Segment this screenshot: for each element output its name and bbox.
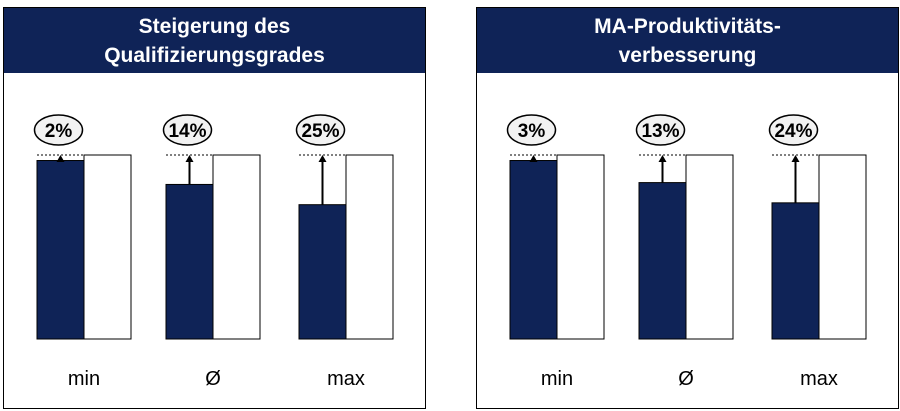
annotation-ellipse [33, 114, 84, 146]
annotation-label: 2% [45, 121, 73, 142]
category-label: max [327, 368, 365, 390]
chart-title-line: Qualifizierungsgrades [104, 43, 325, 67]
increase-arrowhead [318, 155, 327, 162]
bar-value [165, 183, 214, 340]
category-label: Ø [205, 368, 221, 390]
chart-title-line: Steigerung des [138, 14, 291, 38]
annotation-label: 3% [518, 121, 546, 142]
chart-panel-produktivitaet: MA-Produktivitäts- verbesserung 3% min 13%… [476, 7, 899, 409]
annotation-ellipse [635, 114, 686, 146]
chart-title: Steigerung des Qualifizierungsgrades [4, 8, 425, 73]
increase-arrowhead [658, 155, 667, 162]
increase-arrowhead [56, 155, 65, 162]
annotation-ellipse [295, 114, 346, 146]
chart-title-line: verbesserung [618, 43, 757, 67]
bar-chart-qualifizierung: 2% min 14% Ø 25% max [33, 114, 394, 390]
category-label: min [541, 368, 573, 390]
annotation-ellipse [162, 114, 213, 146]
increase-arrowhead [529, 155, 538, 162]
bar-value [36, 160, 85, 340]
category-label: max [800, 368, 838, 390]
bar-chart-produktivitaet: 3% min 13% Ø 24% max [506, 114, 867, 390]
annotation-label: 14% [168, 121, 206, 142]
annotation-label: 13% [641, 121, 679, 142]
bar-value [771, 202, 820, 340]
bar-reference [556, 154, 605, 340]
bar-reference [685, 154, 734, 340]
increase-arrowhead [185, 155, 194, 162]
annotation-label: 24% [774, 121, 812, 142]
bar-value [509, 160, 558, 340]
annotation-ellipse [506, 114, 557, 146]
category-label: min [68, 368, 100, 390]
bar-reference [818, 154, 867, 340]
annotation-ellipse [768, 114, 819, 146]
bar-reference [83, 154, 132, 340]
chart-title-line: MA-Produktivitäts- [594, 14, 781, 38]
bar-reference [345, 154, 394, 340]
increase-arrowhead [791, 155, 800, 162]
bar-value [638, 182, 687, 340]
bar-value [298, 204, 347, 340]
chart-panel-qualifizierung: Steigerung des Qualifizierungsgrades 2% m… [3, 7, 426, 409]
category-label: Ø [678, 368, 694, 390]
chart-title: MA-Produktivitäts- verbesserung [477, 8, 898, 73]
bar-reference [212, 154, 261, 340]
annotation-label: 25% [301, 121, 339, 142]
